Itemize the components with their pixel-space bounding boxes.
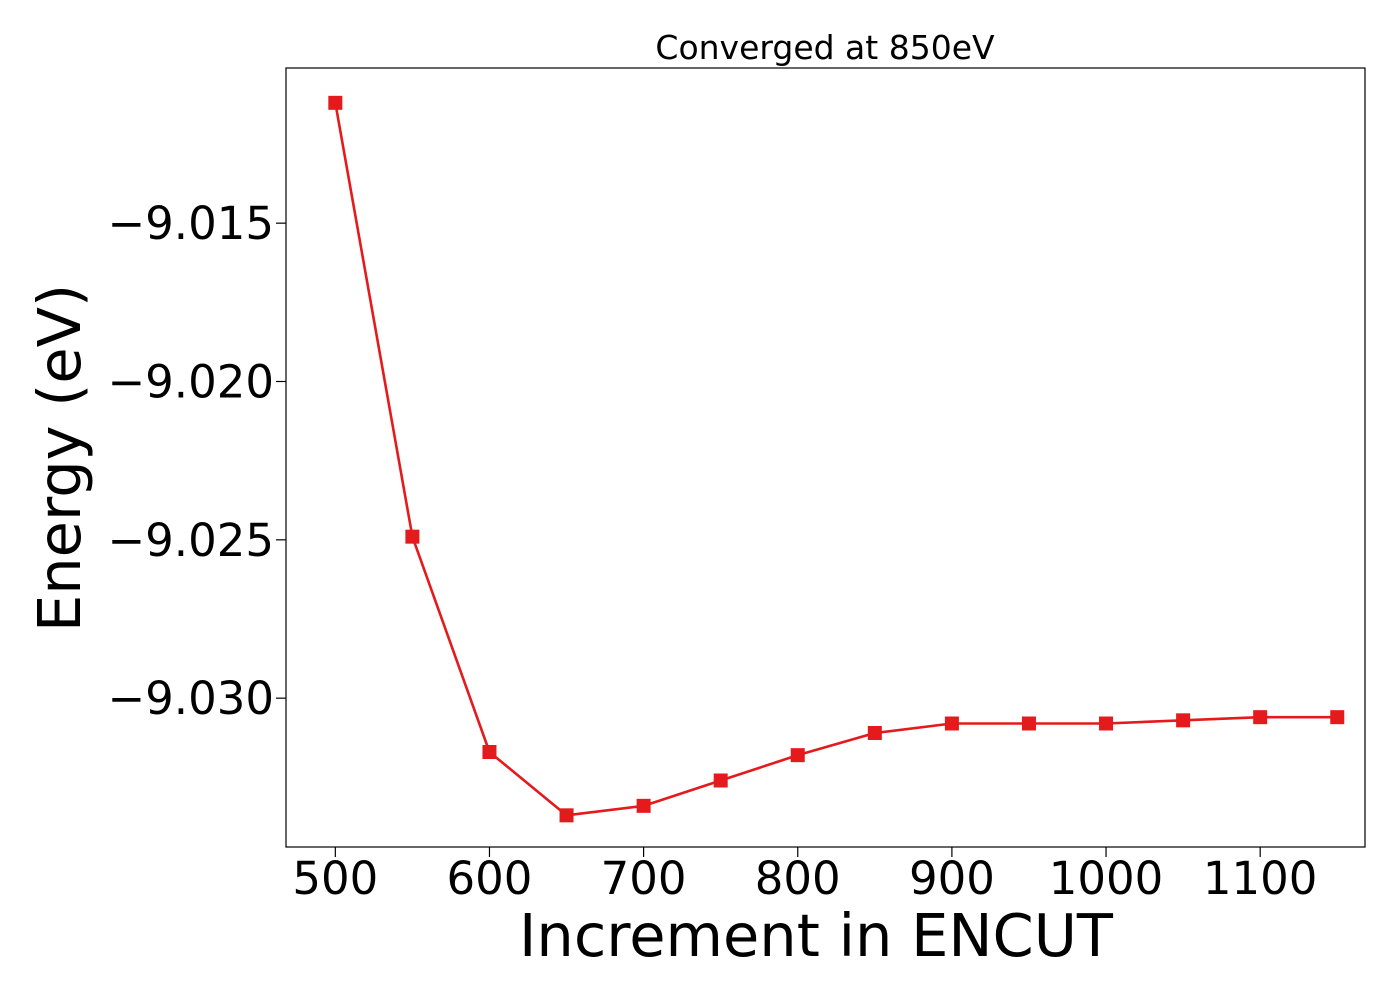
y-tick-label: −9.015 (107, 197, 274, 250)
data-point (944, 716, 959, 731)
y-tick-label: −9.025 (107, 514, 274, 567)
data-point (559, 808, 574, 823)
x-tick-label: 800 (755, 852, 841, 905)
data-point (328, 95, 343, 110)
plot-frame (285, 67, 1366, 848)
data-point (713, 773, 728, 788)
data-point (1176, 713, 1191, 728)
data-point (1253, 710, 1268, 725)
data-point (1021, 716, 1036, 731)
x-tick-label: 500 (292, 852, 378, 905)
series-layer (328, 95, 1345, 823)
series-line (334, 102, 1338, 817)
x-tick-label: 900 (909, 852, 995, 905)
x-tick-label: 700 (601, 852, 687, 905)
y-axis-label: Energy (eV) (25, 284, 94, 632)
data-point (636, 798, 651, 813)
x-tick-label: 600 (447, 852, 533, 905)
data-point (405, 529, 420, 544)
x-axis-label: Increment in ENCUT (519, 901, 1114, 970)
chart-title: Converged at 850eV (655, 28, 995, 67)
y-tick-label: −9.030 (107, 672, 274, 725)
data-point (867, 726, 882, 740)
x-tick-label: 1100 (1203, 852, 1318, 905)
data-point (482, 745, 497, 759)
y-tick-label: −9.020 (107, 356, 274, 409)
x-tick-label: 1000 (1049, 852, 1164, 905)
data-point (1330, 710, 1345, 725)
tick-layer: 500 600 700 800 900 1000 1100 −9.015 −9.020 −9.02… (107, 197, 1317, 905)
data-point (1099, 716, 1114, 731)
data-point (790, 748, 805, 763)
